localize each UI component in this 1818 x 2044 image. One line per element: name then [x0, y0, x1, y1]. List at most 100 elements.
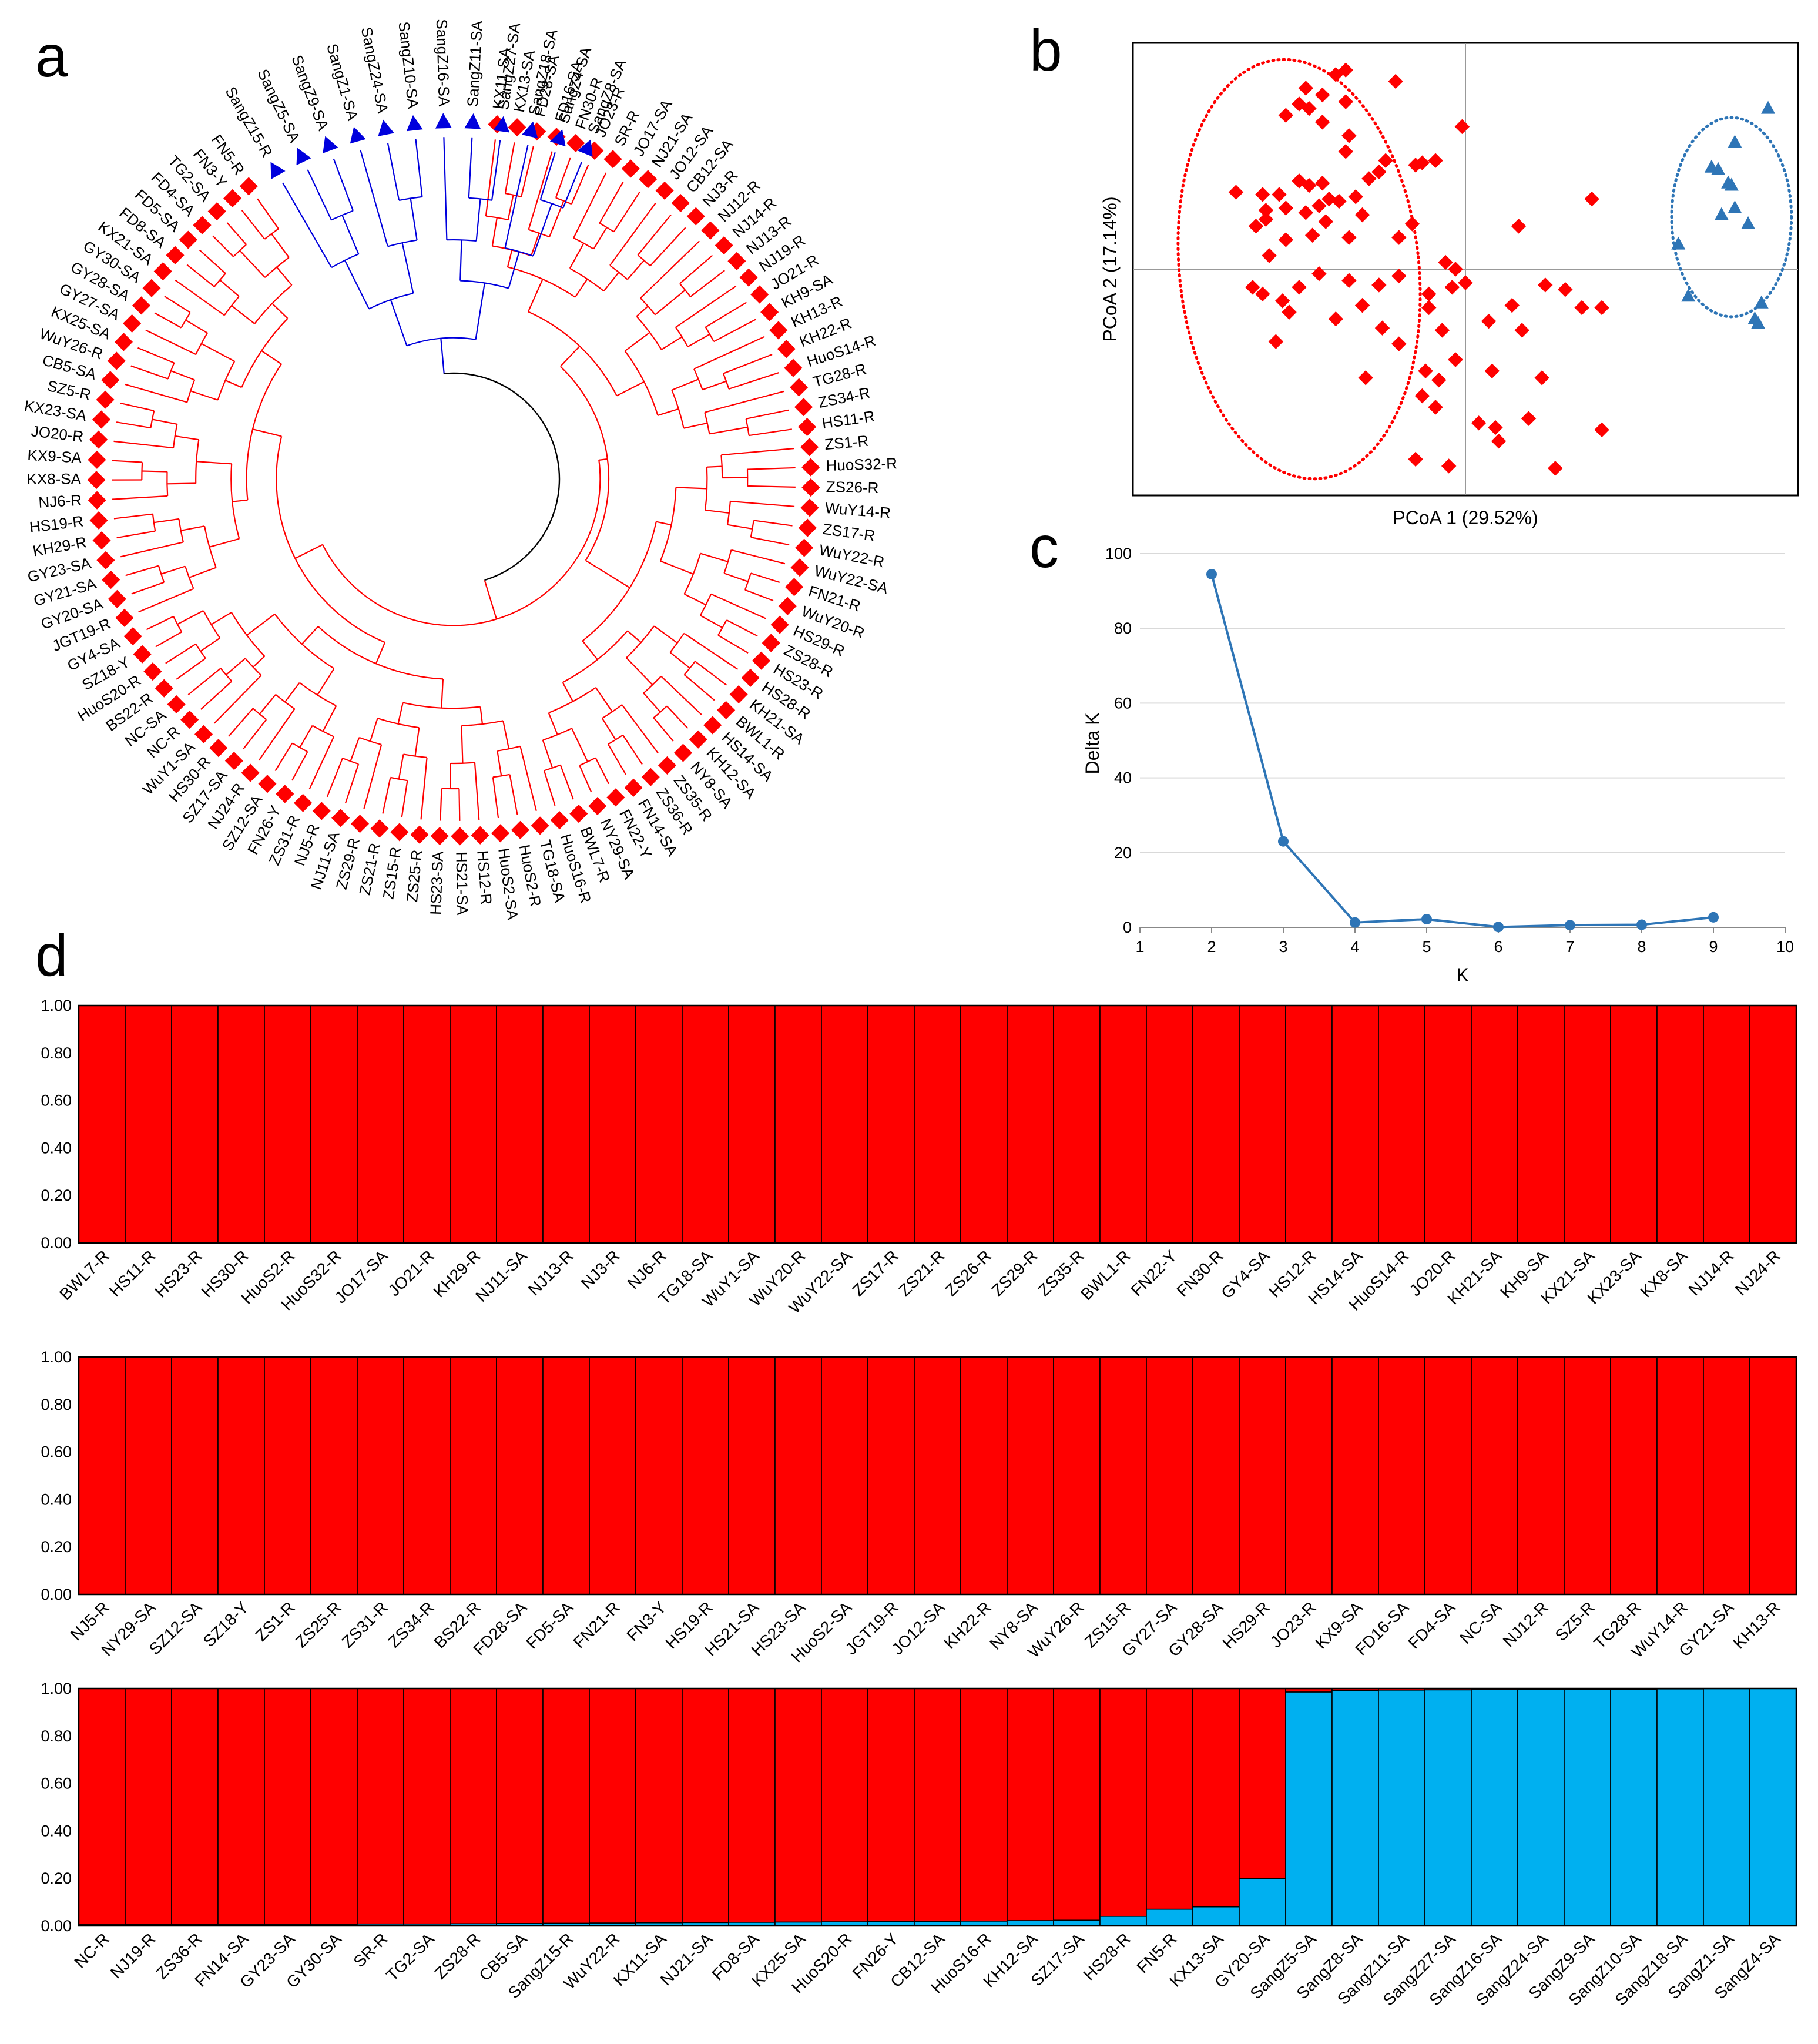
leaf-marker-diamond	[153, 262, 172, 281]
leaf-marker-diamond	[752, 651, 771, 670]
structure-bar-red	[310, 1688, 358, 1925]
tree-branch	[548, 712, 558, 735]
tree-branch	[201, 343, 235, 362]
structure-bar-red	[960, 1688, 1008, 1922]
tree-branch	[661, 336, 683, 350]
structure-frame	[78, 1004, 1797, 1244]
tree-branch	[164, 296, 191, 313]
pcoa-point-diamond	[1421, 300, 1437, 316]
leaf-label: HuoS32-R	[826, 454, 897, 474]
leaf-marker-diamond	[155, 679, 173, 698]
tree-branch	[177, 610, 204, 625]
structure-y-tick: 0.60	[41, 1775, 72, 1792]
panel-label-c: c	[1029, 514, 1059, 580]
tree-branch	[116, 421, 151, 429]
pcoa-point-diamond	[1444, 280, 1460, 295]
structure-bar-red	[1656, 1005, 1704, 1244]
pcoa-point-diamond	[1341, 128, 1357, 143]
tree-branch	[497, 750, 502, 776]
tree-branch	[308, 736, 335, 790]
leaf-marker-diamond	[179, 230, 197, 249]
tree-arc	[220, 668, 233, 682]
pcoa-point-diamond	[1314, 175, 1330, 191]
structure-bar-red	[403, 1688, 451, 1925]
tree-branch	[700, 615, 723, 629]
pcoa-point-diamond	[1338, 94, 1353, 109]
structure-y-tick: 0.20	[41, 1869, 72, 1887]
structure-category-label: HS28-R	[1079, 1929, 1133, 1983]
structure-y-tick: 0.80	[41, 1727, 72, 1745]
tree-branch	[322, 705, 337, 732]
tree-branch	[113, 513, 153, 520]
tree-branch	[241, 210, 266, 240]
structure-bar-red	[589, 1005, 636, 1244]
pcoa-point-diamond	[1511, 219, 1527, 234]
tree-branch	[607, 743, 626, 775]
tree-branch	[131, 581, 165, 595]
tree-branch	[200, 681, 233, 710]
structure-category-label: SZ18-Y	[200, 1598, 252, 1650]
tree-branch	[542, 740, 554, 769]
structure-category-label: NJ13-R	[525, 1246, 577, 1299]
structure-bar-blue	[1285, 1691, 1333, 1926]
structure-bar-red	[635, 1356, 683, 1595]
tree-arc	[252, 708, 267, 721]
structure-bar-red	[821, 1688, 868, 1922]
tree-branch	[504, 145, 529, 249]
tree-branch	[243, 719, 267, 749]
structure-y-tick: 0.20	[41, 1538, 72, 1556]
structure-bar-red	[450, 1688, 497, 1925]
leaf-marker-diamond	[451, 827, 469, 846]
deltak-x-tick: 5	[1422, 938, 1431, 956]
pcoa-point-diamond	[1421, 286, 1437, 302]
leaf-marker-diamond	[193, 216, 212, 234]
structure-bar-blue	[1564, 1688, 1611, 1926]
structure-bar-red	[821, 1005, 868, 1244]
tree-arc	[203, 610, 221, 639]
panel-label-a: a	[35, 24, 68, 89]
tree-arc	[608, 734, 623, 745]
leaf-marker-diamond	[115, 608, 134, 627]
pcoa-point-diamond	[1441, 458, 1457, 474]
structure-bar-red	[496, 1356, 544, 1595]
leaf-marker-diamond	[639, 170, 658, 189]
tree-branch	[528, 151, 553, 230]
tree-branch	[210, 612, 232, 625]
tree-branch	[468, 137, 473, 198]
tree-branch	[502, 721, 510, 749]
structure-category-label: NJ6-R	[624, 1246, 670, 1292]
structure-frame	[78, 1356, 1797, 1596]
tree-branch	[360, 149, 388, 247]
tree-branch	[284, 682, 300, 703]
structure-bar-blue	[1146, 1908, 1193, 1926]
structure-y-tick: 0.80	[41, 1044, 72, 1062]
tree-branch	[637, 214, 672, 256]
structure-category-label: FD4-SA	[1404, 1598, 1459, 1653]
structure-bar-blue	[1331, 1690, 1379, 1926]
tree-arc	[602, 704, 623, 719]
tree-branch	[317, 668, 335, 696]
tree-branch	[729, 372, 779, 390]
tree-branch	[555, 157, 571, 199]
tree-branch	[702, 380, 727, 391]
leaf-label: SangZ24-SA	[358, 25, 392, 115]
tree-branch	[187, 668, 222, 695]
leaf-marker-diamond	[621, 159, 640, 178]
pcoa-point-diamond	[1584, 191, 1599, 207]
leaf-marker-diamond	[209, 739, 228, 758]
structure-category-label: HS11-R	[106, 1246, 159, 1300]
structure-bar-red	[1099, 1005, 1147, 1244]
tree-branch	[125, 383, 187, 403]
structure-bar-red	[1146, 1356, 1193, 1595]
structure-bar-red	[1378, 1005, 1425, 1244]
tree-branch	[746, 409, 789, 420]
leaf-marker-diamond	[87, 471, 106, 490]
tree-branch	[508, 251, 520, 289]
pcoa-point-diamond	[1358, 370, 1373, 386]
leaf-marker-diamond	[750, 285, 769, 304]
leaf-marker-diamond	[671, 193, 690, 213]
pcoa-point-triangle	[1714, 207, 1729, 220]
structure-category-label: BWL1-R	[1077, 1246, 1134, 1304]
structure-bar-red	[450, 1356, 497, 1595]
leaf-label: HS11-R	[821, 407, 876, 433]
